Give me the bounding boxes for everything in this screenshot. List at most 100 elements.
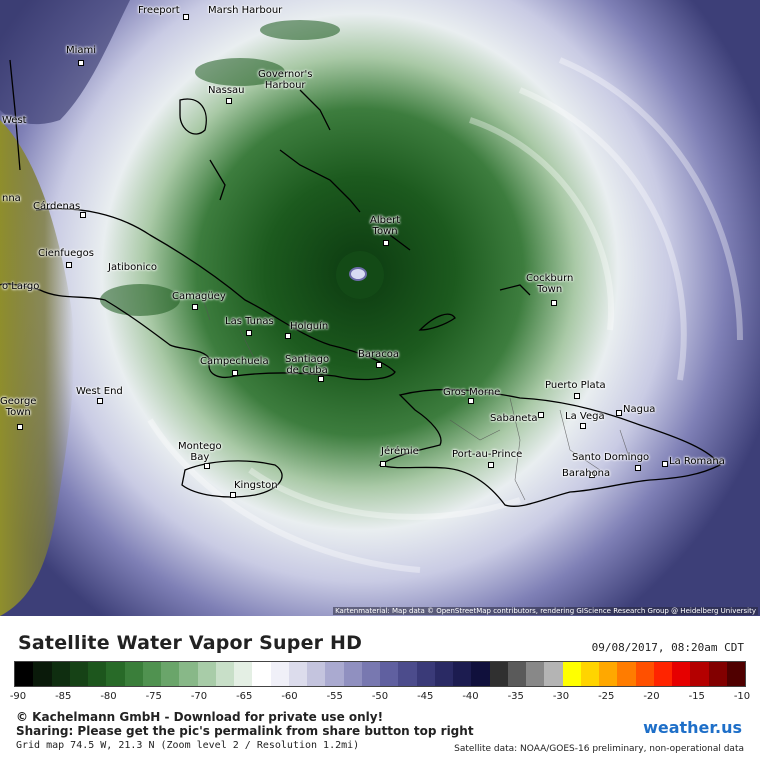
- color-scale-cell: [197, 662, 216, 686]
- color-scale-cell: [15, 662, 34, 686]
- city-marker: [17, 424, 23, 430]
- city-marker: [574, 393, 580, 399]
- color-scale-ticks: -90 -85 -80 -75 -70 -65 -60 -55 -50 -45 -40 -35 -30 -…: [0, 691, 760, 705]
- color-scale-tick-label: -10: [733, 691, 751, 702]
- color-scale-cell: [179, 662, 198, 686]
- color-scale-cell: [434, 662, 453, 686]
- city-label-freeport: Freeport: [138, 5, 180, 16]
- color-scale-cell: [507, 662, 526, 686]
- city-label-puerto-plata: Puerto Plata: [545, 380, 606, 391]
- city-label-nna: nna: [2, 193, 21, 204]
- city-marker: [66, 262, 72, 268]
- city-marker: [468, 398, 474, 404]
- city-marker: [230, 492, 236, 498]
- city-label-miami: Miami: [66, 45, 97, 56]
- city-marker: [635, 465, 641, 471]
- city-marker: [97, 398, 103, 404]
- color-scale-tick-label: -80: [100, 691, 117, 702]
- city-marker: [580, 423, 586, 429]
- color-scale-cell: [161, 662, 180, 686]
- color-scale-tick-label: -90: [9, 691, 27, 702]
- color-scale-tick-label: -65: [236, 691, 253, 702]
- timestamp: 09/08/2017, 08:20am CDT: [591, 641, 744, 654]
- color-scale-cell: [215, 662, 234, 686]
- city-marker: [80, 212, 86, 218]
- sharing-notice: Sharing: Please get the pic's permalink …: [16, 724, 474, 738]
- city-marker: [246, 330, 252, 336]
- admin-borders: [199, 289, 631, 501]
- brand-logo[interactable]: weather.us: [643, 718, 742, 737]
- color-scale-cell: [398, 662, 417, 686]
- dry-air-region: [0, 120, 75, 616]
- city-label-cockburn-town: Cockburn Town: [526, 273, 574, 295]
- spiral-bands: [147, 57, 743, 573]
- color-scale-tick-label: -55: [326, 691, 343, 702]
- hurricane-eye: [349, 267, 367, 281]
- satellite-map: Freeport Marsh Harbour Miami Governor's …: [0, 0, 760, 616]
- product-title: Satellite Water Vapor Super HD: [18, 632, 363, 654]
- city-label-montego-bay: Montego Bay: [178, 441, 222, 463]
- color-scale-cell: [325, 662, 344, 686]
- color-scale-cell: [380, 662, 399, 686]
- color-scale-cell: [690, 662, 709, 686]
- city-label-west: West: [2, 115, 27, 126]
- city-label-governors-harbour: Governor's Harbour: [258, 69, 313, 91]
- color-scale-cell: [580, 662, 599, 686]
- cuba-outline: [0, 208, 396, 381]
- color-scale-cell: [307, 662, 326, 686]
- color-scale-cell: [88, 662, 107, 686]
- city-marker: [551, 300, 557, 306]
- coastlines: [0, 59, 721, 507]
- city-marker: [183, 14, 189, 20]
- city-label-la-romana: La Romana: [669, 456, 725, 467]
- city-marker: [488, 462, 494, 468]
- color-scale-cell: [617, 662, 636, 686]
- color-scale-cell: [124, 662, 143, 686]
- satellite-imagery: [0, 0, 760, 616]
- color-scale-cell: [708, 662, 727, 686]
- city-label-nassau: Nassau: [208, 85, 245, 96]
- city-label-jatibonico: Jatibonico: [108, 262, 157, 273]
- color-scale-cell: [288, 662, 307, 686]
- city-label-las-tunas: Las Tunas: [225, 316, 274, 327]
- city-label-port-au-prince: Port-au-Prince: [452, 449, 523, 460]
- color-scale-cell: [453, 662, 472, 686]
- color-scale-cell: [270, 662, 289, 686]
- city-label-campechuela: Campechuela: [200, 356, 269, 367]
- city-label-baracoa: Baracoa: [358, 349, 399, 360]
- color-scale-cell: [51, 662, 70, 686]
- city-label-gros-morne: Gros Morne: [443, 387, 501, 398]
- copyright-notice: © Kachelmann GmbH - Download for private…: [16, 710, 384, 724]
- color-scale-tick-label: -75: [145, 691, 162, 702]
- city-marker: [232, 370, 238, 376]
- color-scale-tick-label: -60: [281, 691, 298, 702]
- color-scale-cell: [653, 662, 672, 686]
- color-scale-cell: [361, 662, 380, 686]
- city-marker: [380, 461, 386, 467]
- color-scale-bar: [14, 661, 746, 687]
- color-scale-cell: [489, 662, 508, 686]
- color-scale-cell: [69, 662, 88, 686]
- city-label-jeremie: Jérémie: [381, 446, 419, 457]
- city-marker: [538, 412, 544, 418]
- color-scale-tick-label: -35: [507, 691, 524, 702]
- color-scale-tick-label: -70: [190, 691, 208, 702]
- city-marker: [226, 98, 232, 104]
- color-scale-cell: [416, 662, 435, 686]
- city-label-santiago-de-cuba: Santiago de Cuba: [285, 354, 330, 376]
- color-scale-cell: [33, 662, 52, 686]
- city-marker: [383, 240, 389, 246]
- map-attribution: Kartenmaterial: Map data © OpenStreetMap…: [333, 607, 758, 615]
- city-label-la-vega: La Vega: [565, 411, 605, 422]
- city-label-nagua: Nagua: [623, 404, 656, 415]
- city-label-camaguey: Camagüey: [172, 291, 226, 302]
- city-marker: [285, 333, 291, 339]
- convective-cells: [100, 20, 340, 316]
- color-scale-cell: [562, 662, 581, 686]
- color-scale-cell: [726, 662, 745, 686]
- city-marker: [589, 472, 595, 478]
- city-marker: [192, 304, 198, 310]
- color-scale-tick-label: -45: [417, 691, 434, 702]
- city-marker: [318, 376, 324, 382]
- color-scale-cell: [471, 662, 490, 686]
